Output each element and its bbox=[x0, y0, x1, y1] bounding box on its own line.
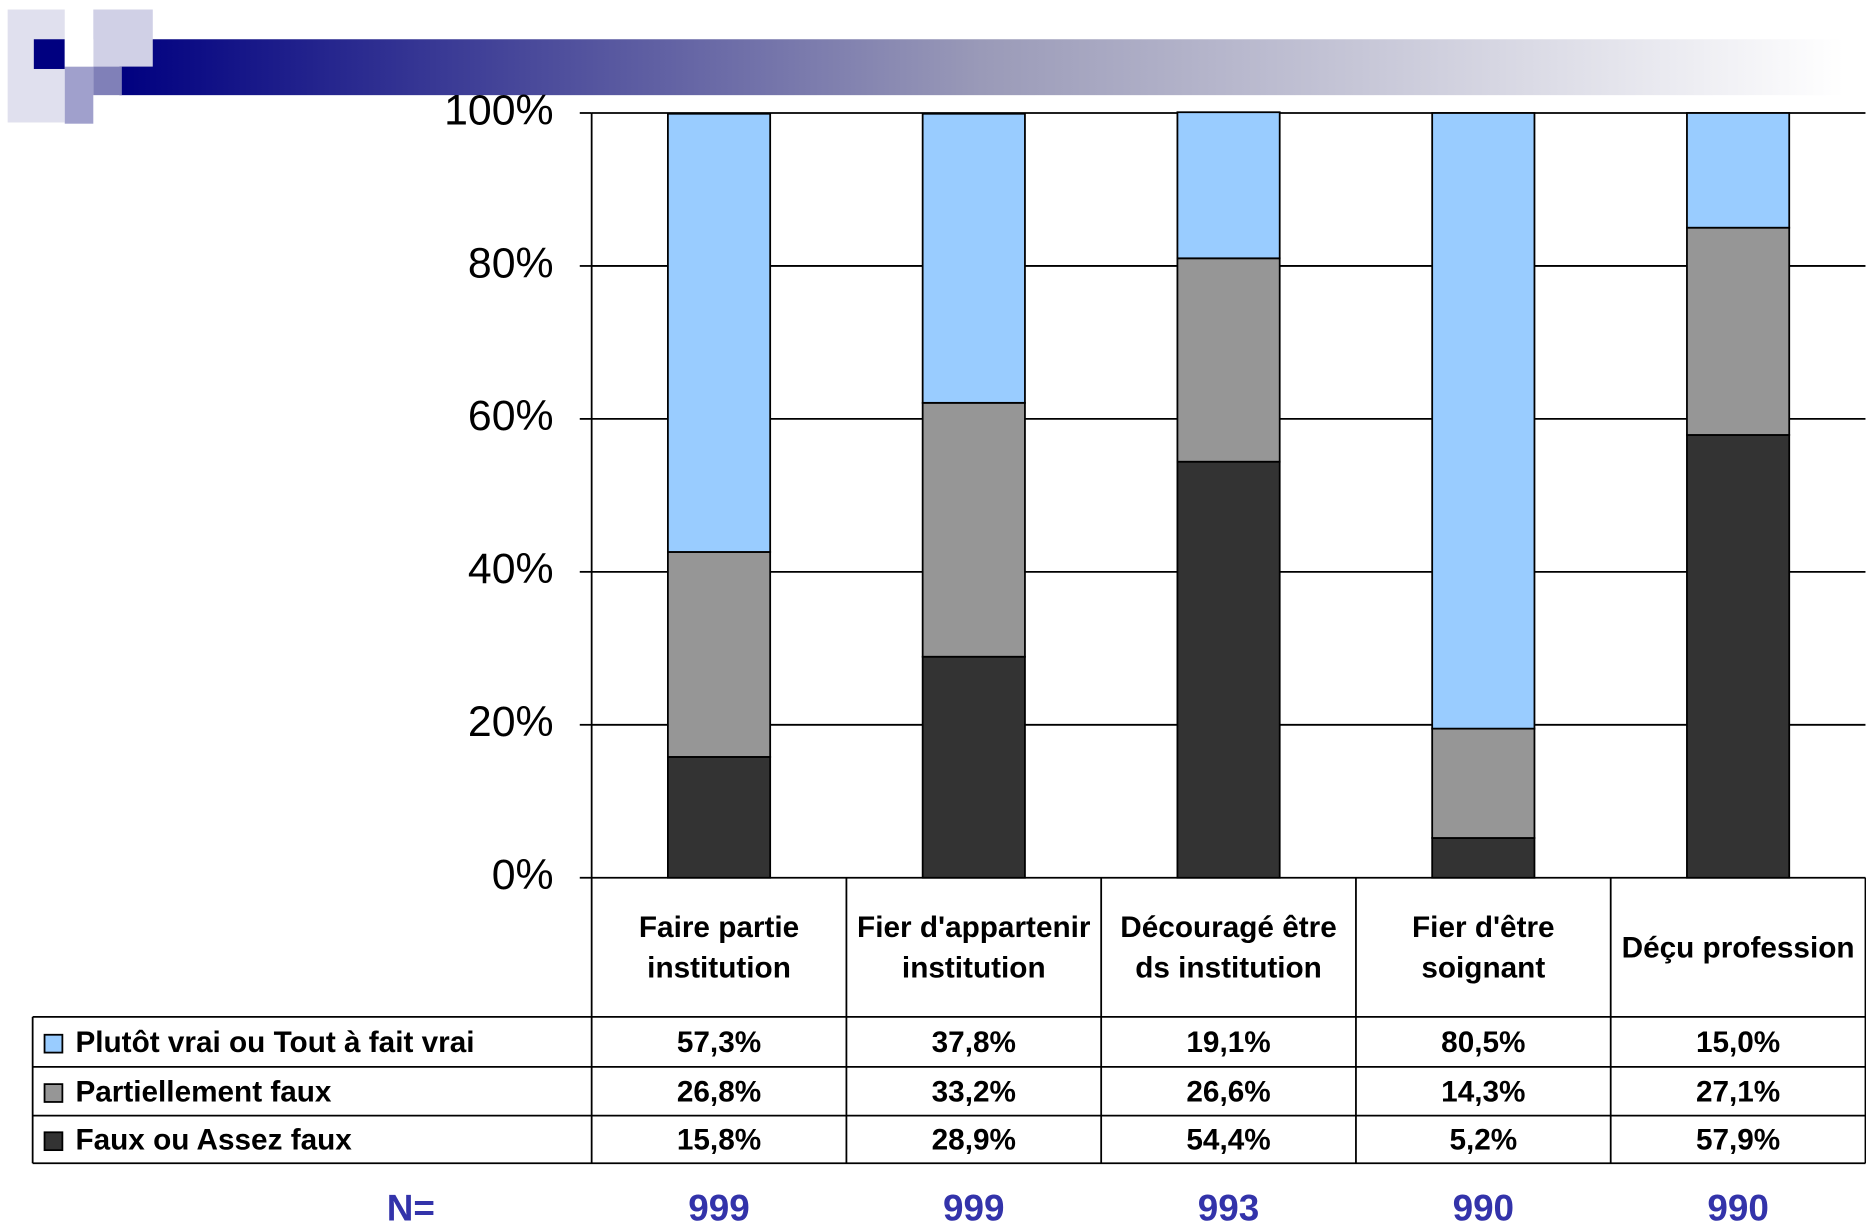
category-cell: Déçu profession bbox=[1621, 930, 1855, 964]
legend-swatch bbox=[43, 1131, 64, 1152]
data-label: 19,1% bbox=[1186, 1026, 1270, 1059]
y-tick-label: 80% bbox=[468, 239, 554, 287]
legend-swatch bbox=[43, 1033, 64, 1054]
data-label: 14,3% bbox=[1441, 1075, 1525, 1108]
x-tick-label: Faire partie institution bbox=[638, 910, 800, 985]
data-label: 33,2% bbox=[932, 1075, 1016, 1108]
legend-label: Partiellement faux bbox=[75, 1075, 331, 1108]
data-label: 57,9% bbox=[1696, 1124, 1780, 1157]
x-tick-label: Déçu profession bbox=[1621, 930, 1855, 964]
y-tick-label: 40% bbox=[468, 545, 554, 593]
bar-segment bbox=[666, 551, 772, 758]
bar-segment bbox=[1431, 727, 1536, 839]
bar-segment bbox=[1176, 460, 1281, 879]
data-label: 5,2% bbox=[1449, 1124, 1517, 1157]
category-cell: Découragé être ds institution bbox=[1120, 910, 1337, 985]
bar-segment bbox=[921, 112, 1026, 404]
bar-segment bbox=[1686, 226, 1791, 436]
y-tick-label: 20% bbox=[468, 698, 554, 746]
n-value: 993 bbox=[1198, 1188, 1260, 1229]
data-label: 28,9% bbox=[932, 1124, 1016, 1157]
bar-segment bbox=[1686, 434, 1791, 879]
data-label: 27,1% bbox=[1696, 1075, 1780, 1108]
header-decoration bbox=[7, 9, 1845, 124]
bar-segment bbox=[921, 655, 1026, 879]
bar-segment bbox=[666, 756, 772, 879]
x-tick-label: Fier d'appartenir institution bbox=[857, 910, 1091, 985]
bar-segment bbox=[1686, 112, 1791, 229]
legend-swatch bbox=[43, 1083, 64, 1103]
n-value: 999 bbox=[943, 1188, 1005, 1229]
category-cell: Fier d'appartenir institution bbox=[857, 910, 1091, 985]
data-label: 15,0% bbox=[1696, 1026, 1780, 1059]
bar-segment bbox=[1176, 257, 1281, 463]
category-cell: Faire partie institution bbox=[638, 910, 800, 985]
n-label: N= bbox=[387, 1188, 435, 1229]
category-cell: Fier d'être soignant bbox=[1412, 910, 1555, 985]
data-label: 37,8% bbox=[932, 1026, 1016, 1059]
data-label: 26,6% bbox=[1186, 1075, 1270, 1108]
legend-label: Faux ou Assez faux bbox=[75, 1124, 352, 1157]
bar-segment bbox=[666, 112, 772, 553]
x-tick-label: Découragé être ds institution bbox=[1120, 910, 1337, 985]
data-label: 80,5% bbox=[1441, 1026, 1525, 1059]
bar-segment bbox=[1431, 112, 1536, 730]
data-label: 15,8% bbox=[677, 1124, 761, 1157]
y-tick-label: 100% bbox=[444, 86, 553, 134]
legend-label: Plutôt vrai ou Tout à fait vrai bbox=[75, 1026, 474, 1059]
n-value: 990 bbox=[1707, 1188, 1769, 1229]
n-value: 990 bbox=[1453, 1188, 1515, 1229]
data-label: 57,3% bbox=[677, 1026, 761, 1059]
data-label: 26,8% bbox=[677, 1075, 761, 1108]
data-label: 54,4% bbox=[1186, 1124, 1270, 1157]
y-tick-label: 60% bbox=[468, 392, 554, 440]
bar-segment bbox=[1431, 837, 1536, 879]
x-tick-label: Fier d'être soignant bbox=[1412, 910, 1555, 985]
bar-segment bbox=[1176, 111, 1281, 260]
n-value: 999 bbox=[688, 1188, 750, 1229]
y-tick-label: 0% bbox=[492, 851, 554, 899]
bar-segment bbox=[921, 401, 1026, 658]
